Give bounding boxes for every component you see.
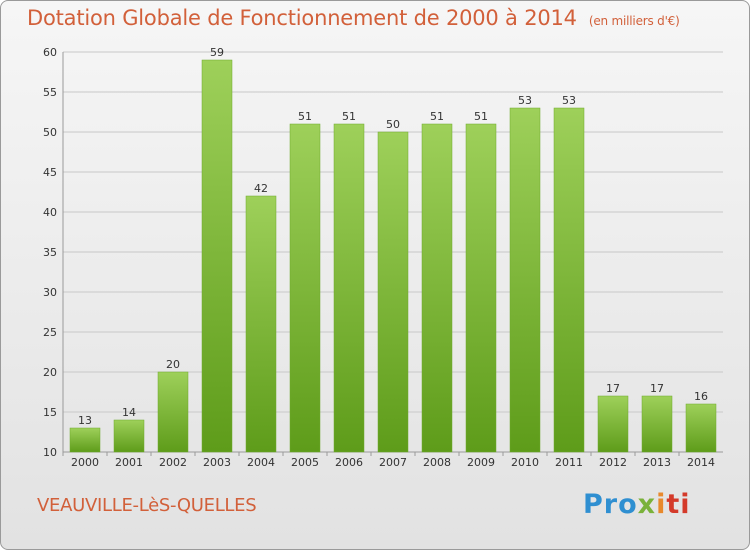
bar-2012 bbox=[597, 395, 629, 453]
unit-label: (en milliers d'€) bbox=[588, 14, 680, 28]
value-label-2002: 20 bbox=[166, 358, 180, 371]
title-text: Dotation Globale de Fonctionnement de 20… bbox=[27, 6, 577, 30]
y-tick-label: 10 bbox=[43, 446, 57, 459]
x-tick-label-2006: 2006 bbox=[335, 456, 363, 469]
x-tick-label-2008: 2008 bbox=[423, 456, 451, 469]
value-label-2003: 59 bbox=[210, 46, 224, 59]
bar-2001 bbox=[113, 419, 145, 453]
x-tick-label-2007: 2007 bbox=[379, 456, 407, 469]
bar-2010 bbox=[509, 107, 541, 453]
x-tick-label-2002: 2002 bbox=[159, 456, 187, 469]
value-label-2010: 53 bbox=[518, 94, 532, 107]
value-label-2009: 51 bbox=[474, 110, 488, 123]
x-tick-label-2003: 2003 bbox=[203, 456, 231, 469]
x-tick-label-2005: 2005 bbox=[291, 456, 319, 469]
bar-2003 bbox=[201, 59, 233, 453]
value-label-2001: 14 bbox=[122, 406, 136, 419]
x-tick-label-2012: 2012 bbox=[599, 456, 627, 469]
y-tick-label: 50 bbox=[43, 126, 57, 139]
x-tick-label-2000: 2000 bbox=[71, 456, 99, 469]
value-label-2008: 51 bbox=[430, 110, 444, 123]
value-label-2007: 50 bbox=[386, 118, 400, 131]
bar-2011 bbox=[553, 107, 585, 453]
bar-layer bbox=[69, 59, 717, 453]
label-layer: 13 14 20 59 42 51 51 50 51 51 53 53 17 17 16 bbox=[78, 46, 708, 427]
x-tick-label-2010: 2010 bbox=[511, 456, 539, 469]
x-tick-label-2009: 2009 bbox=[467, 456, 495, 469]
y-tick-label: 20 bbox=[43, 366, 57, 379]
x-tick-label-2014: 2014 bbox=[687, 456, 715, 469]
value-label-2004: 42 bbox=[254, 182, 268, 195]
chart-title: Dotation Globale de Fonctionnement de 20… bbox=[27, 6, 680, 30]
bar-2013 bbox=[641, 395, 673, 453]
axis-layer: 10 15 20 25 30 35 40 45 50 55 60 2000 2001 2002 2003 20… bbox=[43, 46, 723, 469]
y-tick-label: 55 bbox=[43, 86, 57, 99]
bar-2005 bbox=[289, 123, 321, 453]
bar-2000 bbox=[69, 427, 101, 453]
bar-2014 bbox=[685, 403, 717, 453]
y-tick-label: 45 bbox=[43, 166, 57, 179]
value-label-2006: 51 bbox=[342, 110, 356, 123]
proxiti-logo[interactable]: Proxiti bbox=[583, 489, 691, 520]
value-label-2000: 13 bbox=[78, 414, 92, 427]
y-tick-label: 15 bbox=[43, 406, 57, 419]
value-label-2013: 17 bbox=[650, 382, 664, 395]
value-label-2012: 17 bbox=[606, 382, 620, 395]
value-label-2005: 51 bbox=[298, 110, 312, 123]
bar-2006 bbox=[333, 123, 365, 453]
y-tick-label: 25 bbox=[43, 326, 57, 339]
y-tick-label: 60 bbox=[43, 46, 57, 59]
bar-2004 bbox=[245, 195, 277, 453]
y-tick-label: 35 bbox=[43, 246, 57, 259]
bar-2008 bbox=[421, 123, 453, 453]
value-label-2011: 53 bbox=[562, 94, 576, 107]
x-tick-label-2011: 2011 bbox=[555, 456, 583, 469]
bar-2007 bbox=[377, 131, 409, 453]
y-tick-label: 30 bbox=[43, 286, 57, 299]
x-tick-label-2001: 2001 bbox=[115, 456, 143, 469]
x-tick-label-2004: 2004 bbox=[247, 456, 275, 469]
y-tick-label: 40 bbox=[43, 206, 57, 219]
x-tick-label-2013: 2013 bbox=[643, 456, 671, 469]
commune-name: VEAUVILLE-LèS-QUELLES bbox=[37, 495, 257, 516]
value-label-2014: 16 bbox=[694, 390, 708, 403]
bar-2009 bbox=[465, 123, 497, 453]
bar-2002 bbox=[157, 371, 189, 453]
